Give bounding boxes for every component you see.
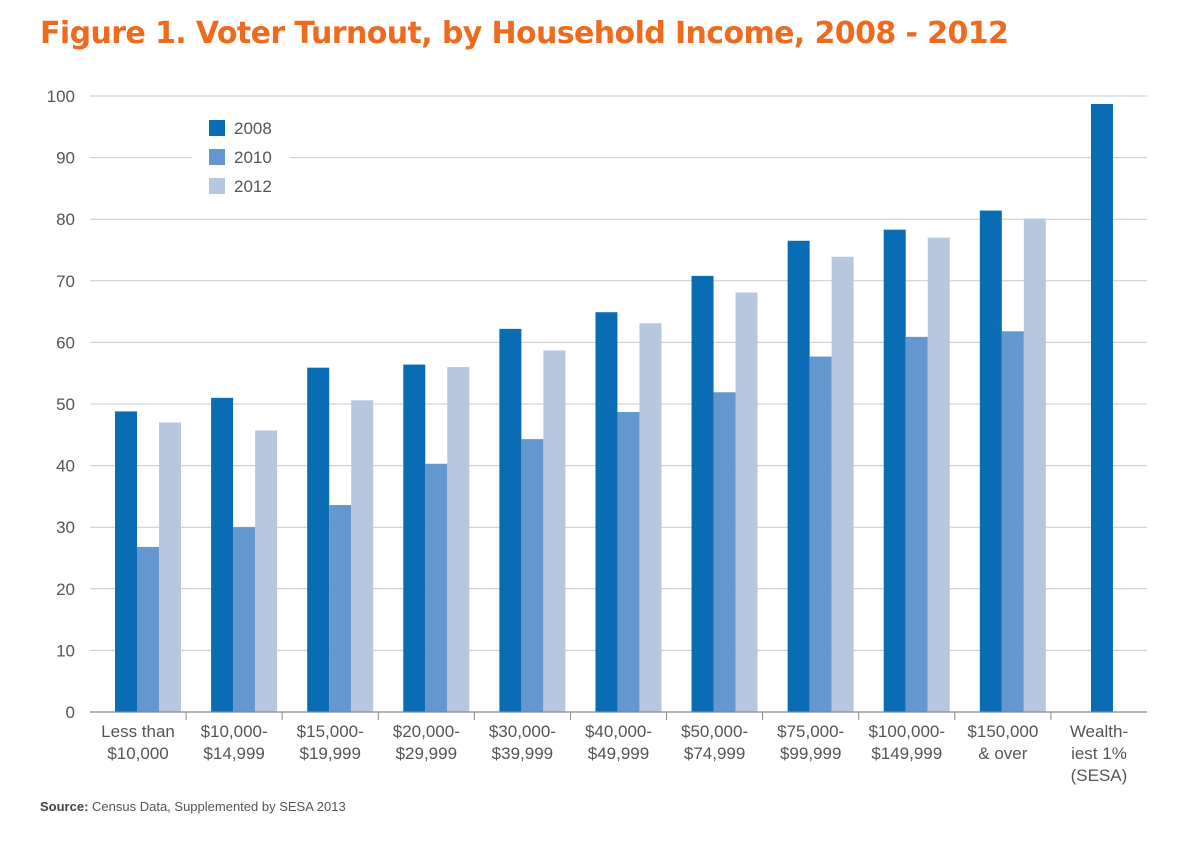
x-tick-label-line: $40,000-	[585, 722, 652, 741]
source-label: Source:	[40, 799, 89, 814]
bar-2010	[617, 412, 640, 712]
y-tick-label: 90	[56, 149, 75, 168]
legend-label-2008: 2008	[234, 119, 272, 138]
legend-background	[192, 112, 290, 198]
x-tick-label: Wealth-iest 1% (SESA)	[1070, 722, 1128, 785]
legend-swatch-2008	[209, 120, 225, 136]
x-tick-label-line: $15,000-	[297, 722, 364, 741]
x-tick-label-line: $19,999	[300, 744, 361, 763]
x-tick-label: $10,000- $14,999	[201, 722, 268, 763]
y-tick-label: 30	[56, 518, 75, 537]
bar-2008	[979, 210, 1002, 713]
bar-2008	[883, 229, 906, 712]
bar-2010	[809, 356, 832, 712]
x-tick-label-line: & over	[978, 744, 1027, 763]
x-tick-label: $20,000- $29,999	[393, 722, 460, 763]
bar-2010	[713, 392, 736, 712]
y-tick-label: 80	[56, 210, 75, 229]
x-tick-label-line: Wealth-	[1070, 722, 1128, 741]
bar-2012	[255, 430, 278, 712]
source-note: Source: Census Data, Supplemented by SES…	[40, 799, 346, 814]
bar-2010	[1001, 331, 1024, 712]
source-text: Census Data, Supplemented by SESA 2013	[92, 799, 346, 814]
bar-2012	[351, 400, 374, 712]
bar-2008	[787, 240, 810, 712]
y-tick-label: 0	[66, 703, 75, 722]
bar-2008	[307, 367, 330, 712]
chart-title: Figure 1. Voter Turnout, by Household In…	[40, 16, 1009, 51]
bar-2010	[905, 336, 928, 712]
y-tick-label: 50	[56, 395, 75, 414]
x-tick-label-line: $99,999	[780, 744, 841, 763]
bar-2010	[521, 439, 544, 712]
y-tick-label: 70	[56, 272, 75, 291]
x-tick-label: $75,000- $99,999	[777, 722, 844, 763]
x-tick-label-line: (SESA)	[1071, 766, 1128, 785]
bar-2008	[499, 328, 522, 712]
bar-2008	[691, 275, 714, 712]
x-tick-label: $100,000- $149,999	[868, 722, 945, 763]
bar-2012	[927, 237, 950, 712]
bar-2008	[1090, 104, 1113, 713]
x-tick-label-line: Less than	[101, 722, 175, 741]
y-tick-label: 40	[56, 457, 75, 476]
y-tick-label: 10	[56, 641, 75, 660]
legend-label-2010: 2010	[234, 148, 272, 167]
x-tick-label: $40,000- $49,999	[585, 722, 652, 763]
x-tick-label-line: $20,000-	[393, 722, 460, 741]
bar-2012	[639, 323, 662, 712]
x-tick-label-line: $14,999	[203, 744, 264, 763]
x-tick-label: $15,000- $19,999	[297, 722, 364, 763]
bar-2010	[425, 463, 448, 712]
bar-2010	[233, 527, 256, 712]
bar-2012	[1023, 218, 1046, 713]
bar-2008	[115, 411, 137, 712]
x-tick-label: $30,000- $39,999	[489, 722, 556, 763]
x-tick-label-line: $149,999	[871, 744, 942, 763]
x-tick-label-line: $50,000-	[681, 722, 748, 741]
x-tick-label-line: $10,000-	[201, 722, 268, 741]
x-tick-label-line: $100,000-	[868, 722, 945, 741]
x-tick-label-line: $39,999	[492, 744, 553, 763]
bar-2008	[403, 364, 426, 712]
x-tick-label-line: $150,000	[967, 722, 1038, 741]
x-tick-label: $150,000 & over	[967, 722, 1038, 763]
x-tick-label: $50,000- $74,999	[681, 722, 748, 763]
bar-2012	[831, 256, 854, 712]
bar-2008	[211, 397, 234, 712]
legend-label-2012: 2012	[234, 177, 272, 196]
x-tick-label-line: $74,999	[684, 744, 745, 763]
x-tick-label-line: $75,000-	[777, 722, 844, 741]
bar-2010	[137, 546, 159, 712]
y-tick-label: 20	[56, 580, 75, 599]
x-tick-label-line: $49,999	[588, 744, 649, 763]
bar-2010	[329, 505, 352, 712]
y-tick-label: 100	[47, 87, 75, 106]
x-tick-label: Less than $10,000	[101, 722, 175, 763]
legend-swatch-2010	[209, 149, 225, 165]
bar-2012	[543, 350, 566, 712]
x-tick-label-line: $29,999	[396, 744, 457, 763]
bar-2012	[735, 292, 758, 712]
x-tick-label-line: $30,000-	[489, 722, 556, 741]
x-tick-label-line: iest 1%	[1071, 744, 1127, 763]
legend-swatch-2012	[209, 178, 225, 194]
y-tick-label: 60	[56, 333, 75, 352]
x-tick-label-line: $10,000	[107, 744, 168, 763]
bar-2008	[595, 312, 618, 712]
bar-2012	[447, 367, 470, 712]
bar-2012	[159, 422, 181, 712]
